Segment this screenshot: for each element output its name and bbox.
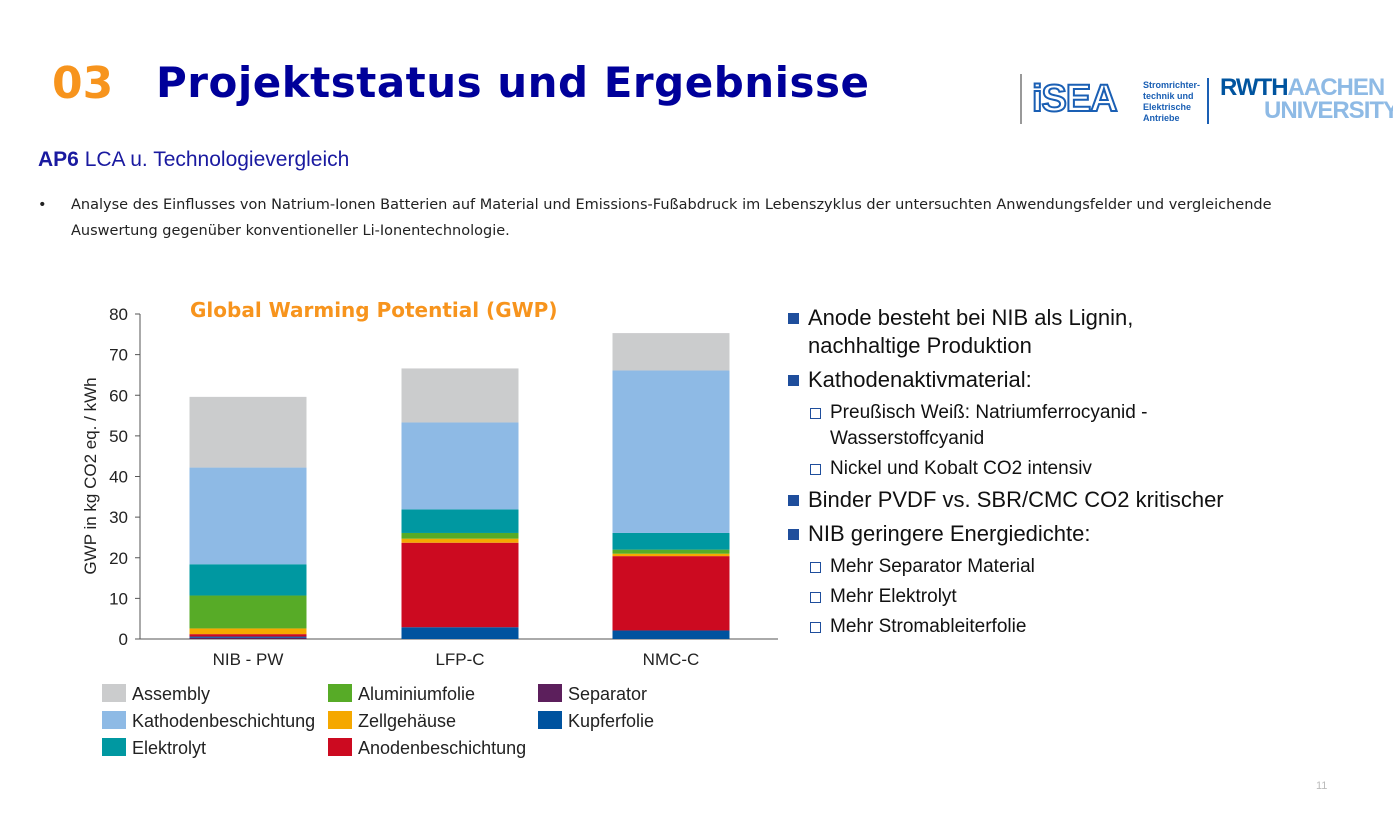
bar-segment-kupferfolie — [189, 636, 307, 638]
legend-label: Separator — [568, 684, 647, 704]
legend-swatch — [102, 738, 126, 756]
legend-swatch — [328, 711, 352, 729]
x-tick-label: NIB - PW — [213, 650, 284, 669]
bar-segment-kupferfolie — [612, 630, 730, 639]
legend-label: Zellgehäuse — [358, 711, 456, 731]
bar-segment-assembly — [189, 396, 307, 468]
y-tick-label: 10 — [109, 589, 128, 608]
logo-divider — [1207, 78, 1209, 124]
x-tick-label: NMC-C — [643, 650, 700, 669]
finding-item: Preußisch Weiß: Natriumferrocyanid - Was… — [788, 400, 1210, 452]
bar-segment-elektrolyt — [401, 509, 519, 533]
page-number: 11 — [1316, 780, 1328, 792]
bar-segment-anodenbeschichtung — [189, 634, 307, 637]
legend-label: Assembly — [132, 684, 210, 704]
y-tick-label: 50 — [109, 427, 128, 446]
legend-swatch — [538, 684, 562, 702]
legend-swatch — [102, 684, 126, 702]
isea-logo: iSEA — [1020, 74, 1142, 124]
finding-item: NIB geringere Energiedichte: — [788, 520, 1224, 548]
bar-segment-kathodenbeschichtung — [189, 467, 307, 565]
bullet-text: • Analyse des Einflusses von Natrium-Ione… — [38, 197, 1272, 239]
y-tick-label: 70 — [109, 346, 128, 365]
finding-item: Binder PVDF vs. SBR/CMC CO2 kritischer — [788, 486, 1224, 514]
bar-segment-zellgehäuse — [612, 553, 730, 557]
legend-label: Anodenbeschichtung — [358, 738, 526, 758]
bar-segment-assembly — [612, 333, 730, 371]
bar-segment-aluminiumfolie — [189, 595, 307, 629]
findings-list: Anode besteht bei NIB als Lignin, nachha… — [788, 304, 1224, 644]
finding-item: Mehr Stromableiterfolie — [788, 614, 1224, 640]
chart-title: Global Warming Potential (GWP) — [190, 298, 558, 322]
finding-item: Nickel und Kobalt CO2 intensiv — [788, 456, 1224, 482]
isea-logo-text: Stromrichter-technik und Elektrische Antri… — [1143, 80, 1201, 123]
bar-segment-zellgehäuse — [189, 628, 307, 635]
y-tick-label: 30 — [109, 508, 128, 527]
bar-segment-anodenbeschichtung — [401, 542, 519, 628]
y-tick-label: 40 — [109, 468, 128, 487]
y-tick-label: 60 — [109, 386, 128, 405]
page-title: Projektstatus und Ergebnisse — [156, 58, 870, 107]
bar-segment-elektrolyt — [189, 564, 307, 596]
finding-item: Kathodenaktivmaterial: — [788, 366, 1224, 394]
bar-segment-aluminiumfolie — [401, 532, 519, 539]
bar-segment-separator — [189, 637, 307, 639]
legend-label: Aluminiumfolie — [358, 684, 475, 704]
bar-segment-kathodenbeschichtung — [612, 370, 730, 533]
y-tick-label: 20 — [109, 549, 128, 568]
subtitle: AP6 LCA u. Technologievergleich — [38, 148, 350, 171]
y-tick-label: 0 — [119, 630, 128, 649]
finding-item: Mehr Separator Material — [788, 554, 1224, 580]
y-tick-label: 80 — [109, 305, 128, 324]
finding-item: Anode besteht bei NIB als Lignin, nachha… — [788, 304, 1208, 360]
y-axis-label: GWP in kg CO2 eq. / kWh — [81, 377, 100, 574]
finding-item: Mehr Elektrolyt — [788, 584, 1224, 610]
legend-swatch — [102, 711, 126, 729]
legend-swatch — [328, 684, 352, 702]
bar-segment-zellgehäuse — [401, 538, 519, 543]
legend-swatch — [538, 711, 562, 729]
bar-segment-kathodenbeschichtung — [401, 422, 519, 510]
gwp-chart: 0 10 20 30 40 50 60 70 80 GWP in kg CO2 eq. / kWh… — [81, 305, 778, 758]
rwth-logo: RWTHAACHEN UNIVERSITY — [1220, 74, 1393, 124]
legend-label: Kathodenbeschichtung — [132, 711, 315, 731]
bar-segment-anodenbeschichtung — [612, 556, 730, 631]
bar-segment-kupferfolie — [401, 627, 519, 639]
x-tick-label: LFP-C — [435, 650, 484, 669]
legend-label: Elektrolyt — [132, 738, 206, 758]
section-number: 03 — [52, 58, 114, 109]
legend-label: Kupferfolie — [568, 711, 654, 731]
bar-segment-aluminiumfolie — [612, 549, 730, 554]
bar-segment-assembly — [401, 368, 519, 423]
legend-swatch — [328, 738, 352, 756]
bar-segment-elektrolyt — [612, 532, 730, 550]
